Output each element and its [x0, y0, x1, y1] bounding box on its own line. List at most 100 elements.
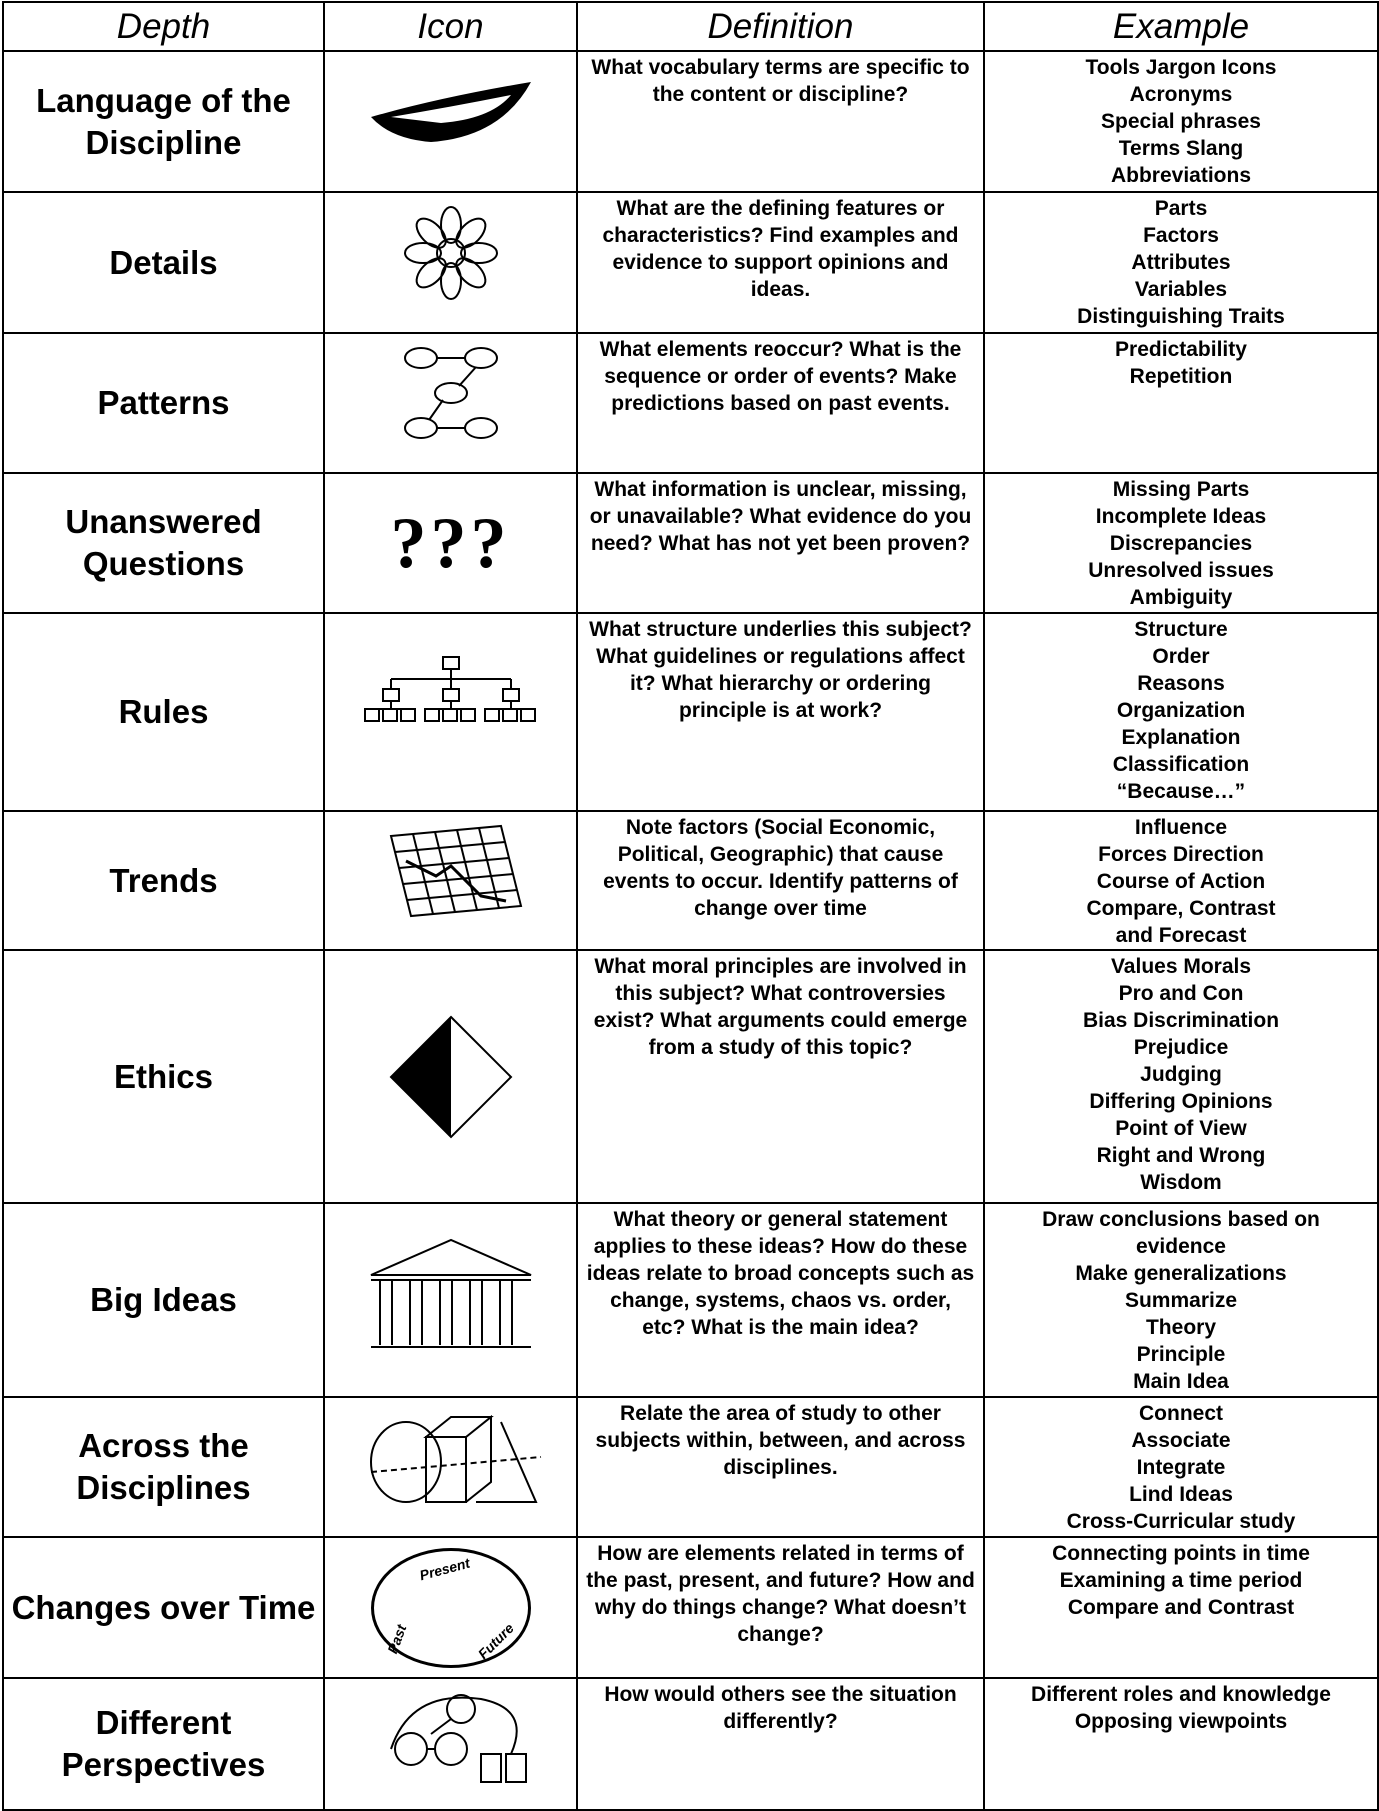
table-row: Language of the Discipline What vocabular…: [2, 50, 1379, 193]
definition-cell: What theory or general statement applies…: [576, 1202, 985, 1398]
definition-cell: Relate the area of study to other subjec…: [576, 1396, 985, 1538]
definition-cell: What elements reoccur? What is the seque…: [576, 332, 985, 474]
example-line: Incomplete Ideas: [1095, 505, 1267, 528]
icon: [363, 656, 536, 722]
header-cell: Example: [983, 1, 1379, 52]
example-cell: Values Morals Pro and Con Bias Discriminat…: [983, 949, 1379, 1204]
example-cell: Draw conclusions based on evidence Make ge…: [983, 1202, 1379, 1398]
example-line: Distinguishing Traits: [1077, 305, 1285, 328]
icon: [389, 1694, 527, 1783]
icon-cell: [323, 949, 578, 1204]
depth-cell: Patterns: [2, 332, 325, 474]
definition-cell: What vocabulary terms are specific to th…: [576, 50, 985, 193]
example-line: Forces Direction: [1098, 843, 1264, 866]
example-line: Examining a time period: [1059, 1569, 1303, 1592]
example-line: Missing Parts: [1112, 478, 1250, 501]
example-line: Explanation: [1121, 726, 1241, 749]
icon: [370, 81, 531, 142]
example-line: evidence: [1136, 1235, 1226, 1258]
table-row: Big Ideas What theory or general statemen…: [2, 1202, 1379, 1398]
example-line: Special phrases: [1101, 110, 1261, 133]
table-row: Patterns What elements reoccur? What is t…: [2, 332, 1379, 474]
table-row: Unanswered Questions??? What information …: [2, 472, 1379, 614]
icon: [389, 1015, 512, 1138]
example-line: “Because…”: [1116, 780, 1246, 803]
icon: [369, 1414, 541, 1503]
table-row: Trends Note factors (Social Economic, Pol…: [2, 810, 1379, 951]
depth-cell: Different Perspectives: [2, 1677, 325, 1811]
definition-cell: Note factors (Social Economic, Political…: [576, 810, 985, 951]
icon-cell: [323, 1677, 578, 1811]
depth-cell: Language of the Discipline: [2, 50, 325, 193]
example-line: Judging: [1140, 1063, 1222, 1086]
example-cell: Connecting points in time Examining a tim…: [983, 1536, 1379, 1679]
icon-cell: [323, 612, 578, 812]
table-row: Ethics What moral principles are involved…: [2, 949, 1379, 1204]
definition-cell: What are the defining features or charac…: [576, 191, 985, 334]
example-cell: Parts Factors Attributes Variables Distingui…: [983, 191, 1379, 334]
example-line: Right and Wrong: [1096, 1144, 1266, 1167]
example-line: Associate: [1131, 1429, 1231, 1452]
example-line: Integrate: [1136, 1456, 1226, 1479]
example-line: Classification: [1112, 753, 1250, 776]
table-row: Changes over Time Present Past Future How ar…: [2, 1536, 1379, 1679]
icon: [370, 1238, 531, 1348]
icon: [403, 205, 498, 300]
example-line: Prejudice: [1133, 1036, 1229, 1059]
icon-label: Past: [383, 1621, 409, 1656]
icon-cell: [323, 332, 578, 474]
icon-cell: Present Past Future: [323, 1536, 578, 1679]
example-cell: Connect Associate Integrate Lind Ideas Cross…: [983, 1396, 1379, 1538]
example-line: Connect: [1139, 1402, 1223, 1425]
clock-icon: Present Past Future: [370, 1547, 531, 1668]
example-line: Parts: [1154, 197, 1208, 220]
example-line: Ambiguity: [1129, 586, 1233, 609]
example-line: Abbreviations: [1110, 164, 1252, 187]
depth-cell: Ethics: [2, 949, 325, 1204]
depth-cell: Details: [2, 191, 325, 334]
icon-cell: [323, 1396, 578, 1538]
example-line: Compare, Contrast: [1086, 897, 1276, 920]
icon-cell: [323, 191, 578, 334]
example-line: Discrepancies: [1109, 532, 1253, 555]
header-row: Depth Icon Definition Example: [2, 1, 1379, 52]
example-line: Different roles and knowledge: [1031, 1683, 1331, 1706]
example-line: Make generalizations: [1075, 1262, 1287, 1285]
table-row: Rules What structure underlies this subje…: [2, 612, 1379, 812]
example-line: Differing Opinions: [1089, 1090, 1273, 1113]
example-line: Tools Jargon Icons: [1085, 56, 1277, 79]
icon-text: ???: [390, 502, 511, 583]
definition-cell: What structure underlies this subject? W…: [576, 612, 985, 812]
example-line: Organization: [1116, 699, 1246, 722]
icon-label: Future: [474, 1619, 517, 1662]
example-line: Lind Ideas: [1129, 1483, 1233, 1506]
example-line: Connecting points in time: [1052, 1542, 1310, 1565]
definition-cell: What moral principles are involved in th…: [576, 949, 985, 1204]
icon-cell: [323, 1202, 578, 1398]
header-cell: Definition: [576, 1, 985, 52]
definition-cell: What information is unclear, missing, or…: [576, 472, 985, 614]
example-line: Opposing viewpoints: [1074, 1710, 1288, 1733]
table-body: Language of the Discipline What vocabular…: [2, 50, 1379, 1811]
icon: [403, 347, 498, 439]
table-row: Across the Disciplines Relate the area of…: [2, 1396, 1379, 1538]
example-line: Acronyms: [1129, 83, 1233, 106]
example-cell: Predictability Repetition: [983, 332, 1379, 474]
example-line: Terms Slang: [1118, 137, 1244, 160]
table-row: Details What are the defining features or…: [2, 191, 1379, 334]
definition-cell: How would others see the situation diffe…: [576, 1677, 985, 1811]
example-line: and Forecast: [1115, 924, 1247, 947]
icon-label: Present: [417, 1554, 472, 1583]
example-line: Variables: [1134, 278, 1228, 301]
header-cell: Depth: [2, 1, 325, 52]
example-line: Structure: [1134, 618, 1228, 641]
example-line: Influence: [1134, 816, 1228, 839]
example-line: Attributes: [1131, 251, 1231, 274]
example-line: Bias Discrimination: [1082, 1009, 1280, 1032]
depth-cell: Big Ideas: [2, 1202, 325, 1398]
depth-cell: Across the Disciplines: [2, 1396, 325, 1538]
example-line: Repetition: [1129, 365, 1233, 388]
example-cell: Missing Parts Incomplete Ideas Discrepanci…: [983, 472, 1379, 614]
